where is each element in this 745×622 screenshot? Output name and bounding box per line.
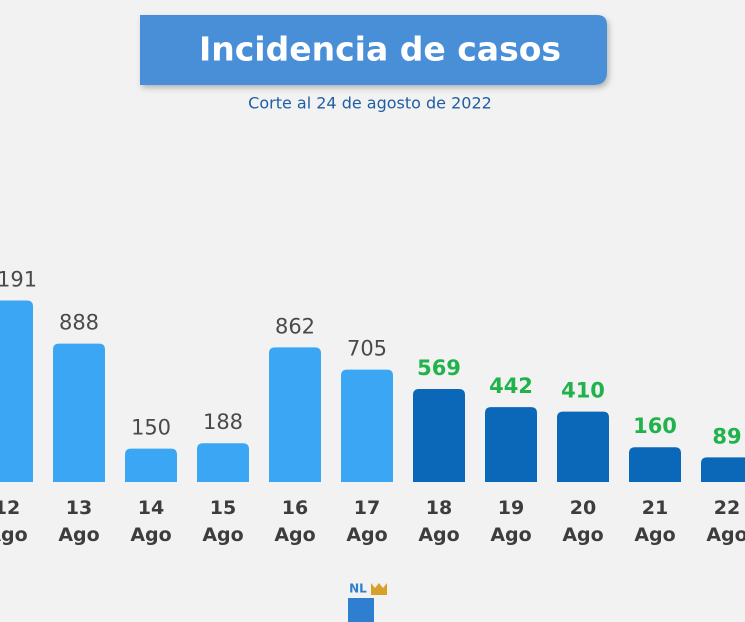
value-label: 569 xyxy=(417,356,461,380)
value-label: 1,191 xyxy=(0,268,37,292)
value-label: 410 xyxy=(561,379,605,403)
value-label: 150 xyxy=(131,416,171,440)
x-tick-suffix: Ago xyxy=(346,524,387,546)
x-tick-label: 16 xyxy=(282,497,308,519)
value-label: 89 xyxy=(712,424,741,448)
x-tick-label: 19 xyxy=(498,497,524,519)
bar xyxy=(197,443,249,482)
x-tick-label: 22 xyxy=(714,497,740,519)
logo-crown xyxy=(371,583,387,595)
x-tick-suffix: Ago xyxy=(0,524,28,546)
x-tick-suffix: Ago xyxy=(490,524,531,546)
value-label: 160 xyxy=(633,414,677,438)
logo-mark xyxy=(348,598,374,622)
bar xyxy=(53,343,105,482)
logo-text: NL xyxy=(349,582,367,596)
x-tick-suffix: Ago xyxy=(274,524,315,546)
x-tick-suffix: Ago xyxy=(418,524,459,546)
x-tick-label: 17 xyxy=(354,497,380,519)
x-tick-suffix: Ago xyxy=(562,524,603,546)
chart-title: Incidencia de casos xyxy=(199,30,561,69)
x-tick-label: 15 xyxy=(210,497,236,519)
bar xyxy=(413,389,465,482)
x-tick-label: 18 xyxy=(426,497,452,519)
x-tick-label: 21 xyxy=(642,497,668,519)
bar xyxy=(0,300,33,482)
x-tick-label: 13 xyxy=(66,497,92,519)
x-tick-suffix: Ago xyxy=(202,524,243,546)
x-tick-label: 20 xyxy=(570,497,596,519)
x-tick-suffix: Ago xyxy=(634,524,675,546)
bar xyxy=(557,411,609,482)
x-tick-label: 14 xyxy=(138,497,164,519)
bar xyxy=(341,369,393,482)
bar xyxy=(269,347,321,482)
x-tick-suffix: Ago xyxy=(706,524,745,546)
logo: NL xyxy=(348,582,387,622)
x-tick-suffix: Ago xyxy=(58,524,99,546)
title-banner xyxy=(140,15,607,85)
bar xyxy=(485,407,537,482)
x-tick-suffix: Ago xyxy=(130,524,171,546)
value-label: 888 xyxy=(59,311,99,335)
value-label: 862 xyxy=(275,314,315,338)
bar xyxy=(125,448,177,482)
bar xyxy=(629,447,681,482)
x-tick-label: 12 xyxy=(0,497,20,519)
bar xyxy=(701,457,745,482)
value-label: 442 xyxy=(489,374,533,398)
value-label: 188 xyxy=(203,410,243,434)
value-label: 705 xyxy=(347,337,387,361)
chart-subtitle: Corte al 24 de agosto de 2022 xyxy=(248,94,492,113)
